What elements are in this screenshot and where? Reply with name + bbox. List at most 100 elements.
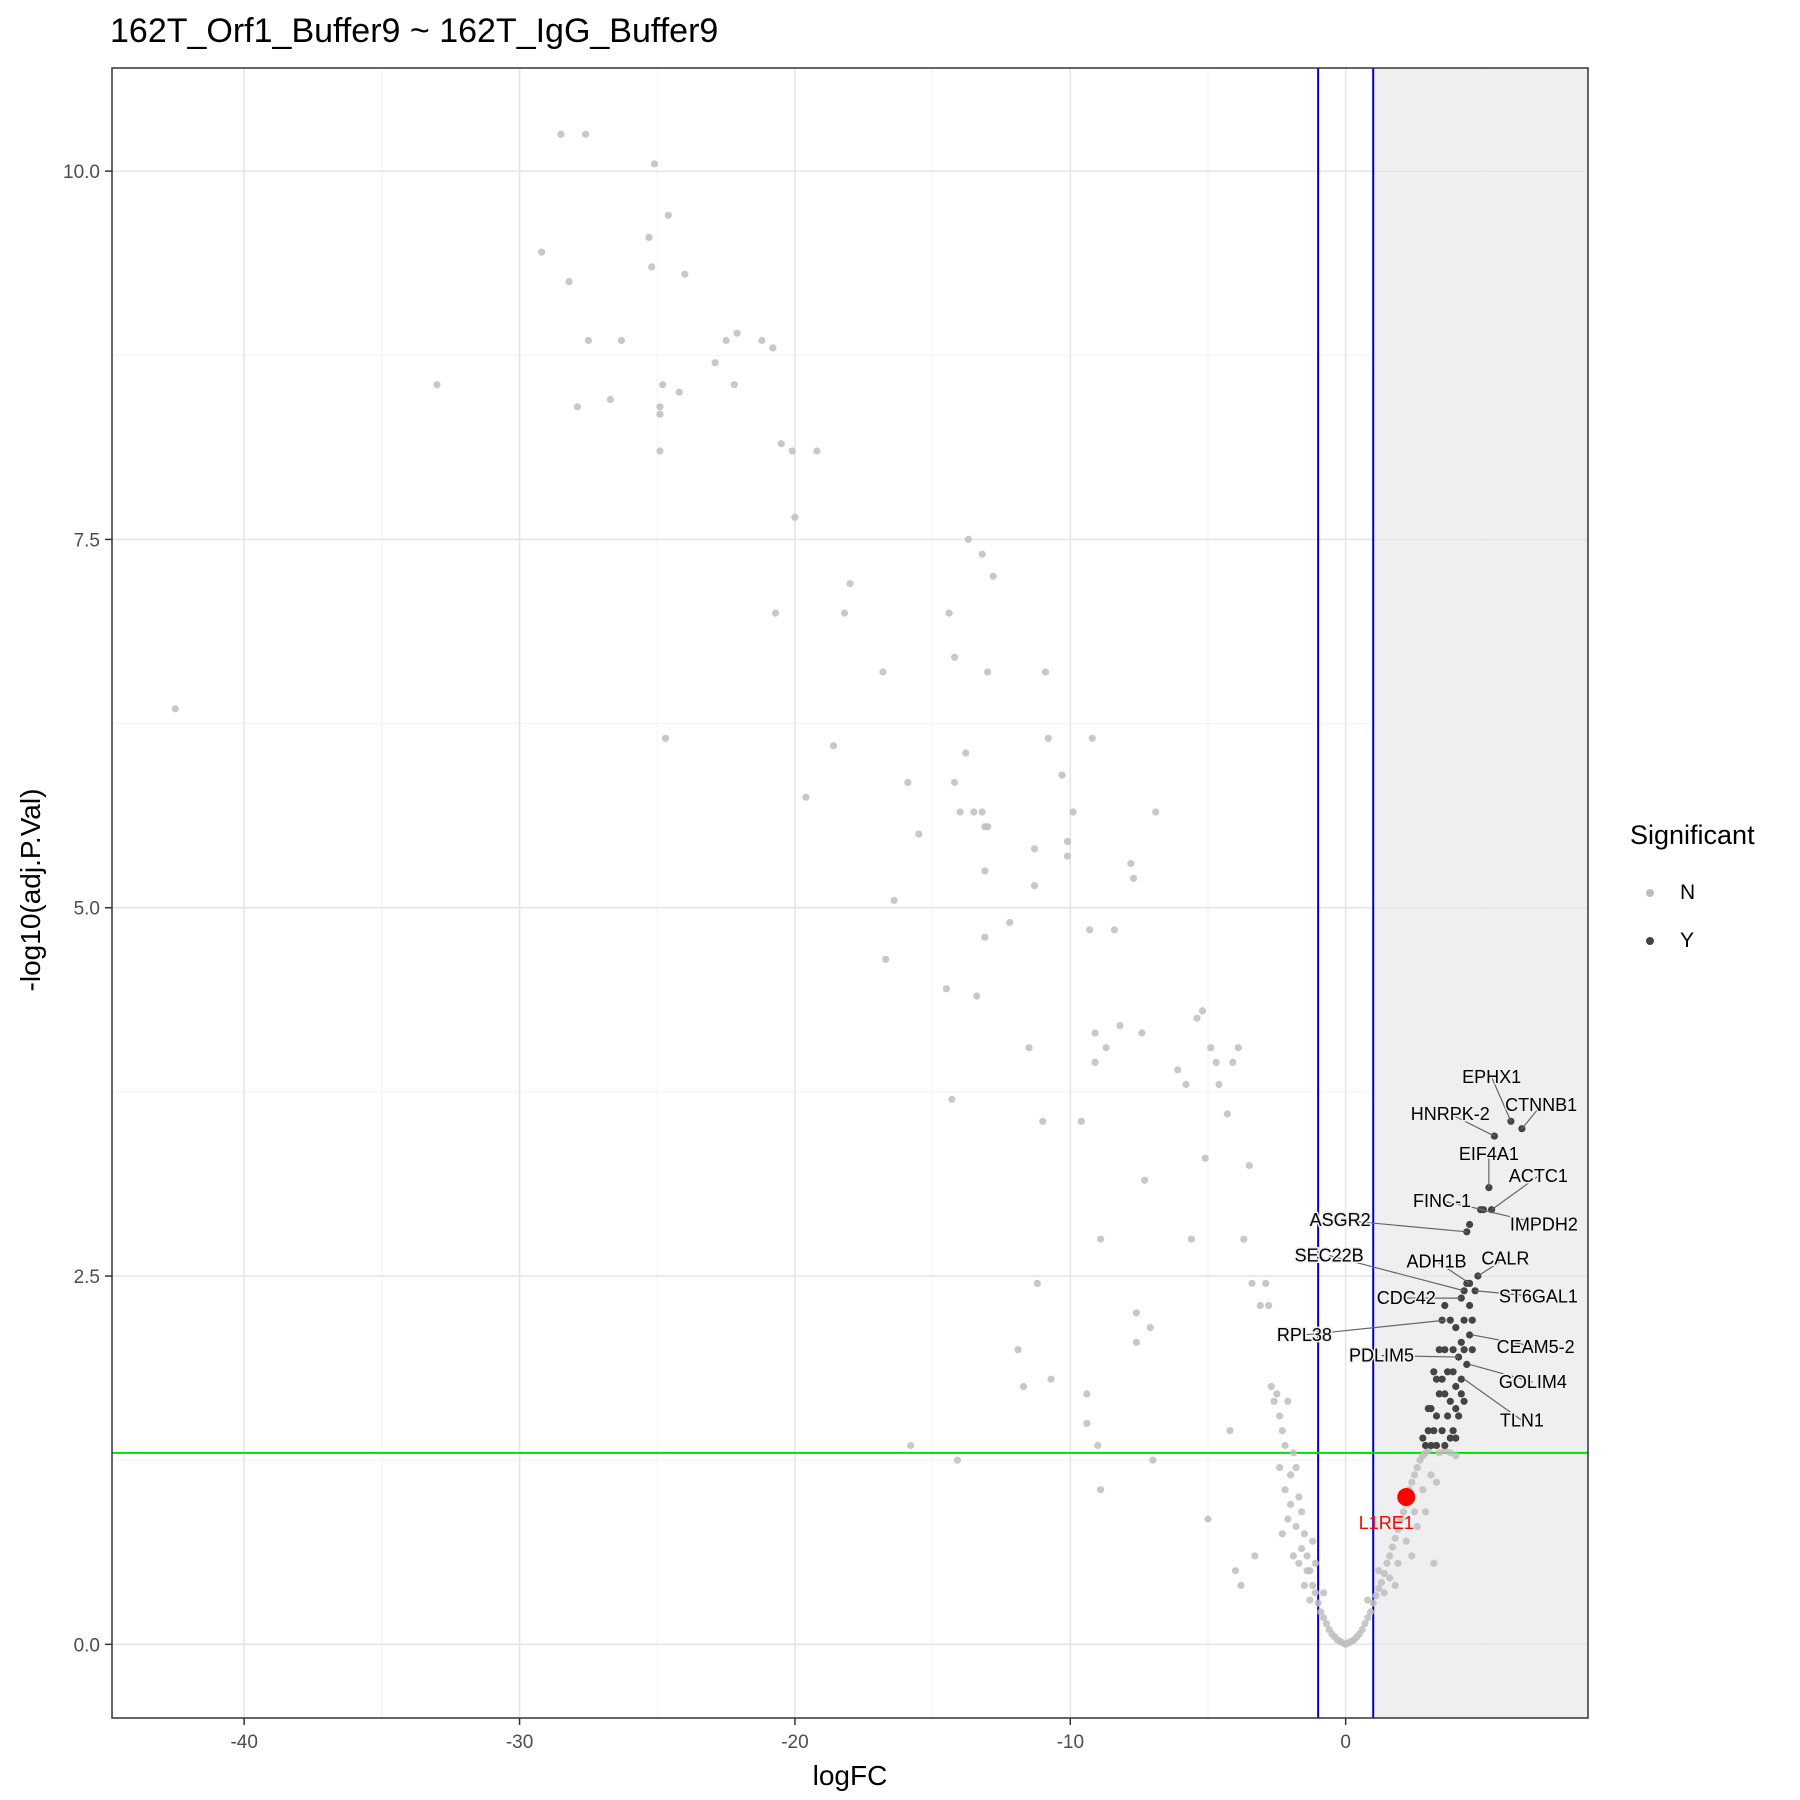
point-n xyxy=(1116,1022,1124,1030)
point-y xyxy=(1424,1405,1432,1413)
chart-title: 162T_Orf1_Buffer9 ~ 162T_IgG_Buffer9 xyxy=(110,12,719,50)
gene-label: ST6GAL1 xyxy=(1499,1287,1578,1307)
label-leader-line xyxy=(1521,1104,1542,1130)
grid-lines xyxy=(112,68,1588,1718)
point-n xyxy=(984,823,992,831)
point-n xyxy=(1030,845,1039,853)
point-y xyxy=(1452,1434,1460,1442)
point-n xyxy=(1132,1309,1140,1317)
gene-label: CALR xyxy=(1481,1248,1529,1268)
point-n xyxy=(1311,1559,1319,1567)
point-n xyxy=(981,933,989,941)
point-n xyxy=(1019,1382,1028,1391)
label-leader-line xyxy=(1491,1076,1512,1122)
point-n xyxy=(1303,1552,1311,1560)
point-n xyxy=(1138,1029,1146,1037)
point-n xyxy=(890,896,898,905)
label-leader-line xyxy=(1475,1290,1539,1298)
point-n xyxy=(984,668,992,676)
gene-label: CDC42 xyxy=(1377,1288,1436,1308)
point-n xyxy=(846,580,854,588)
label-leader-line xyxy=(1480,1209,1545,1226)
point-n xyxy=(1375,1584,1383,1592)
point-n xyxy=(1281,1441,1289,1450)
point-y xyxy=(1457,1375,1465,1383)
point-n xyxy=(1284,1515,1292,1523)
gene-label: EIF4A1 xyxy=(1459,1144,1519,1164)
point-y xyxy=(1468,1346,1476,1354)
point-n xyxy=(1309,1537,1317,1545)
point-n xyxy=(1364,1614,1372,1622)
point-n xyxy=(1240,1235,1248,1243)
point-y xyxy=(1449,1346,1457,1354)
plot-panel-background xyxy=(112,68,1588,1718)
point-n xyxy=(656,403,664,411)
point-y xyxy=(1438,1427,1446,1435)
label-leader-line xyxy=(1436,1260,1470,1284)
point-n xyxy=(1276,1464,1284,1472)
point-y xyxy=(1432,1412,1441,1420)
point-n xyxy=(1402,1537,1410,1545)
point-n xyxy=(879,668,887,676)
point-n xyxy=(1309,1581,1317,1589)
point-n xyxy=(1391,1534,1399,1542)
y-tick-label: 0.0 xyxy=(74,1635,100,1656)
point-n xyxy=(1201,1154,1209,1162)
gene-label: ACTC1 xyxy=(1509,1166,1568,1186)
point-y xyxy=(1424,1427,1432,1435)
highlight-point xyxy=(1397,1488,1416,1507)
point-n xyxy=(758,336,766,345)
point-n xyxy=(1292,1522,1300,1531)
x-axis-label: logFC xyxy=(813,1760,888,1791)
point-n xyxy=(970,808,978,816)
point-y xyxy=(1449,1368,1457,1376)
point-n xyxy=(1088,734,1096,742)
point-n xyxy=(1083,1419,1091,1427)
point-n xyxy=(664,211,672,219)
point-n xyxy=(1320,1614,1328,1622)
label-leader-line xyxy=(1472,1334,1536,1348)
point-n xyxy=(942,985,951,993)
point-n xyxy=(1289,1449,1297,1457)
point-y xyxy=(1466,1331,1474,1339)
point-n xyxy=(1182,1080,1190,1089)
data-points xyxy=(171,130,1526,1648)
y-tick-label: 7.5 xyxy=(74,530,100,551)
point-n xyxy=(1383,1559,1391,1567)
point-n xyxy=(681,270,689,278)
point-n xyxy=(584,336,593,345)
point-n xyxy=(1058,771,1066,779)
point-y xyxy=(1457,1338,1465,1346)
point-n xyxy=(1014,1346,1022,1354)
point-n xyxy=(1300,1581,1308,1589)
point-y xyxy=(1452,1382,1460,1391)
point-n xyxy=(1030,882,1039,890)
point-n xyxy=(1452,1452,1460,1460)
gene-label: PDLIM5 xyxy=(1349,1346,1414,1366)
point-n xyxy=(1041,668,1050,676)
legend-label-y: Y xyxy=(1680,929,1695,952)
x-tick-label: -10 xyxy=(1057,1732,1084,1753)
point-n xyxy=(1322,1620,1330,1628)
point-n xyxy=(730,381,738,389)
label-leader-line xyxy=(1491,1175,1539,1211)
point-n xyxy=(802,793,810,801)
point-n xyxy=(1278,1427,1286,1435)
gene-label: ADH1B xyxy=(1407,1251,1467,1271)
point-n xyxy=(1287,1500,1295,1508)
gene-label: ASGR2 xyxy=(1310,1210,1371,1230)
point-n xyxy=(1386,1574,1394,1582)
point-y xyxy=(1460,1397,1468,1405)
point-y xyxy=(1421,1441,1430,1450)
point-n xyxy=(1413,1464,1421,1472)
label-leader-line xyxy=(1463,1378,1523,1421)
point-y xyxy=(1466,1220,1474,1229)
gene-label: EPHX1 xyxy=(1462,1067,1521,1087)
label-leader-line xyxy=(1328,1254,1465,1292)
point-n xyxy=(1421,1508,1430,1516)
legend-item-n: N xyxy=(1630,869,1755,917)
point-n xyxy=(1033,1279,1041,1287)
point-n xyxy=(538,248,546,256)
point-n xyxy=(1267,1382,1275,1391)
point-n xyxy=(733,329,741,337)
